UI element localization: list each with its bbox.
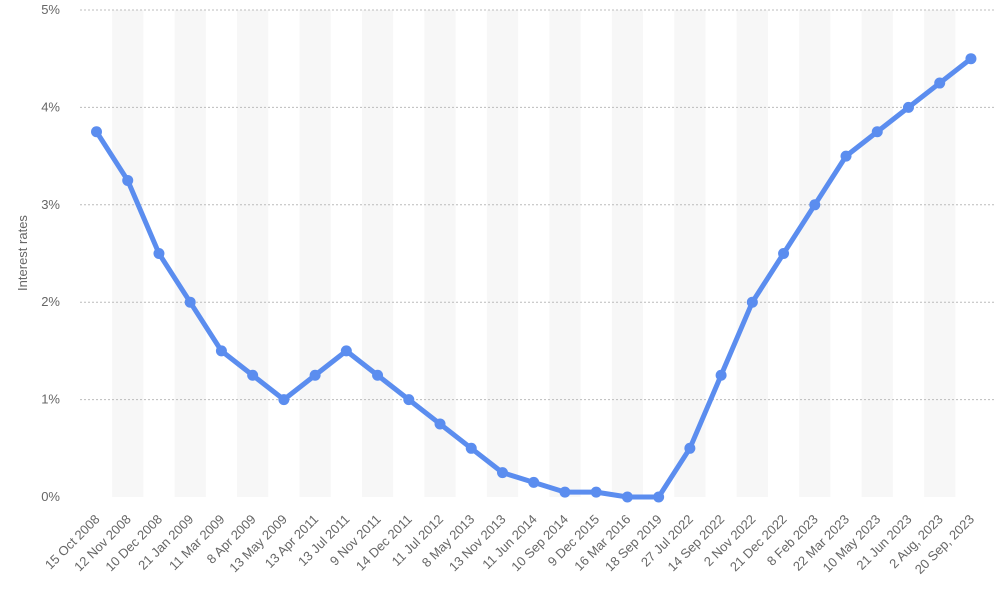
column-band — [799, 10, 831, 497]
data-point[interactable] — [496, 467, 508, 479]
data-point[interactable] — [91, 126, 102, 138]
column-band — [674, 10, 706, 497]
y-axis-ticks: 0% 1% 2% 3% 4% 5% — [41, 2, 60, 504]
data-point[interactable] — [528, 476, 540, 488]
column-band — [486, 10, 519, 497]
data-point[interactable] — [215, 345, 227, 357]
column-band — [299, 10, 331, 497]
data-point[interactable] — [122, 174, 134, 186]
data-point[interactable] — [559, 486, 571, 498]
data-point[interactable] — [340, 345, 352, 357]
column-band — [549, 10, 581, 497]
y-tick-label: 4% — [41, 99, 60, 114]
y-tick-label: 0% — [41, 489, 60, 504]
y-tick-label: 5% — [41, 2, 60, 17]
data-point[interactable] — [934, 77, 946, 89]
data-point[interactable] — [715, 369, 727, 381]
column-bands — [112, 10, 956, 497]
y-axis-label: Interest rates — [15, 215, 30, 291]
data-point[interactable] — [278, 394, 290, 406]
data-point[interactable] — [965, 53, 977, 65]
gridlines — [80, 9, 995, 401]
column-band — [736, 10, 768, 497]
data-point[interactable] — [684, 442, 696, 454]
data-point[interactable] — [902, 101, 914, 113]
column-band — [174, 10, 206, 497]
data-point[interactable] — [434, 418, 446, 430]
column-band — [237, 10, 269, 497]
y-tick-label: 3% — [41, 197, 60, 212]
data-point[interactable] — [840, 150, 852, 162]
data-point[interactable] — [778, 248, 790, 259]
data-point[interactable] — [621, 491, 633, 503]
column-band — [112, 10, 144, 497]
data-point[interactable] — [309, 369, 321, 381]
data-point[interactable] — [372, 369, 384, 381]
column-band — [611, 10, 644, 497]
data-points — [91, 53, 977, 503]
data-point[interactable] — [746, 296, 758, 308]
data-point[interactable] — [153, 248, 165, 259]
column-band — [861, 10, 893, 497]
y-tick-label: 1% — [41, 392, 60, 407]
data-point[interactable] — [184, 296, 196, 308]
data-point[interactable] — [403, 394, 415, 406]
data-point[interactable] — [809, 199, 821, 211]
y-tick-label: 2% — [41, 294, 60, 309]
column-band — [361, 10, 394, 497]
data-point[interactable] — [247, 369, 259, 381]
data-point[interactable] — [871, 126, 883, 138]
data-point[interactable] — [465, 442, 477, 454]
data-point[interactable] — [653, 491, 665, 503]
series-line — [94, 56, 974, 500]
data-point[interactable] — [590, 486, 602, 498]
